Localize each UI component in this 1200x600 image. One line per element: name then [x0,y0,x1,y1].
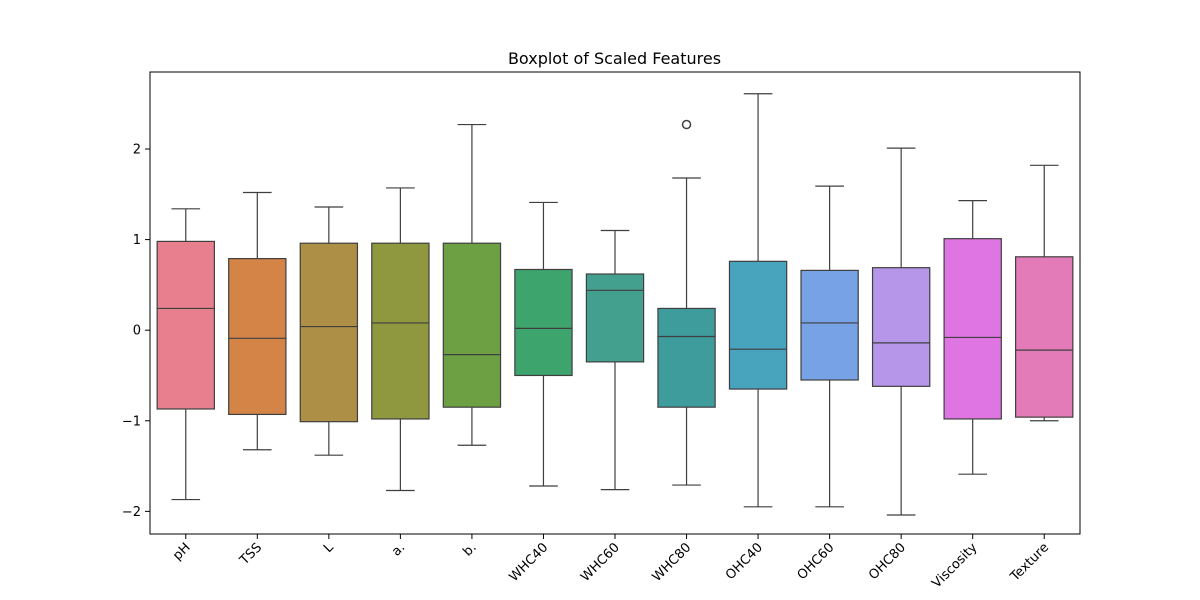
x-tick-label-7: WHC80 [650,540,695,585]
x-tick-label-12: Texture [1007,540,1052,585]
box-2 [299,206,359,456]
x-tick-label-5: WHC40 [507,540,552,585]
x-tick-label-1: TSS [237,540,266,569]
box-body-0 [156,240,215,410]
x-tick-label-4: b. [460,540,479,559]
y-tick-label-3: 1 [133,233,141,248]
chart-title: Boxplot of Scaled Features [508,49,721,68]
y-tick-label-2: 0 [133,324,141,339]
box-5 [514,201,573,487]
box-1 [228,191,287,451]
box-12 [1015,164,1074,422]
box-body-3 [371,242,430,420]
y-axis: −2 −1 0 1 2 [122,143,150,520]
box-body-4 [442,242,502,408]
x-tick-label-11: Viscosity [929,540,980,591]
box-body-2 [299,242,359,423]
box-body-1 [228,258,287,416]
box-body-9 [800,269,859,381]
y-tick-label-4: 2 [133,143,141,158]
box-11 [943,200,1002,475]
box-4 [442,123,502,446]
x-tick-label-3: a. [389,540,408,559]
box-body-10 [871,267,931,387]
x-tick-label-8: OHC40 [723,540,766,583]
box-body-11 [943,238,1002,420]
box-body-8 [728,260,788,390]
box-3 [371,187,430,492]
x-tick-label-10: OHC80 [866,540,909,583]
plot-marks [156,93,1074,516]
box-7 [657,119,716,486]
outlier-7-0 [681,119,692,130]
box-9 [800,185,859,508]
x-tick-label-2: L [321,540,337,556]
x-tick-label-9: OHC60 [795,540,838,583]
box-0 [156,208,215,501]
box-body-7 [657,307,716,408]
box-6 [585,229,645,491]
y-tick-label-1: −1 [122,414,141,429]
box-body-5 [514,268,573,377]
box-10 [871,147,931,516]
box-8 [728,93,788,508]
box-body-12 [1015,256,1074,418]
x-tick-label-0: pH [170,540,193,563]
y-tick-label-0: −2 [122,505,141,520]
x-tick-label-6: WHC60 [578,540,623,585]
box-body-6 [585,273,645,363]
